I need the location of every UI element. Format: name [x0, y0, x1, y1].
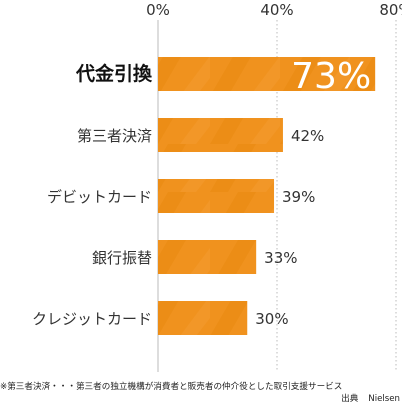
- value-label: 73%: [291, 56, 371, 97]
- bar: [158, 118, 283, 152]
- source-name: Nielsen: [368, 394, 400, 404]
- category-label: デビットカード: [47, 188, 152, 206]
- value-label: 39%: [282, 188, 315, 206]
- value-labels: 73% 42% 39% 33% 30%: [255, 56, 371, 328]
- bar: [158, 57, 376, 91]
- footnote-source: 出典 Nielsen: [0, 393, 402, 405]
- x-tick-label: 0%: [146, 1, 170, 19]
- source-label: 出典: [341, 394, 359, 404]
- x-tick-label: 40%: [260, 1, 293, 19]
- bar: [158, 240, 257, 274]
- value-label: 42%: [291, 127, 324, 145]
- bar: [158, 301, 248, 335]
- value-label: 33%: [264, 249, 297, 267]
- category-label: 銀行振替: [92, 249, 152, 267]
- category-label: 代金引換: [75, 62, 153, 85]
- x-tick-label: 80%: [379, 1, 402, 19]
- category-label: クレジットカード: [32, 310, 152, 328]
- bars: [158, 57, 376, 335]
- bar: [158, 179, 275, 213]
- footnote: ※第三者決済・・・第三者の独立機構が消費者と販売者の仲介役とした取引支援サービス…: [0, 381, 402, 405]
- category-label: 第三者決済: [77, 127, 152, 145]
- value-label: 30%: [255, 310, 288, 328]
- x-axis-ticks: 0% 40% 80%: [146, 1, 402, 19]
- footnote-definition: ※第三者決済・・・第三者の独立機構が消費者と販売者の仲介役とした取引支援サービス: [0, 382, 343, 392]
